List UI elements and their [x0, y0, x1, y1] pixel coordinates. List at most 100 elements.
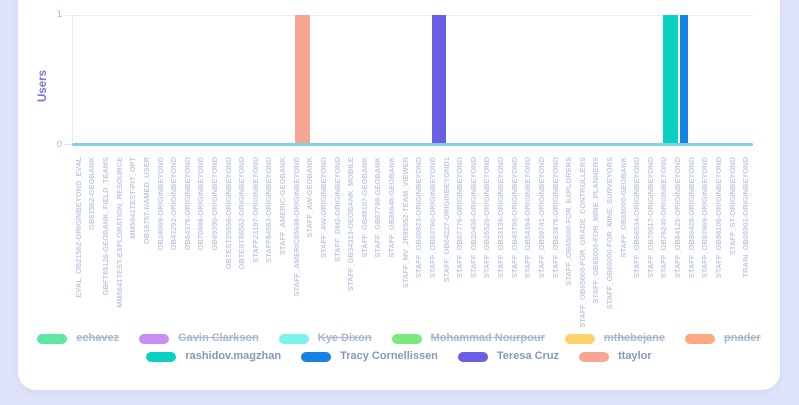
bar-rashidov-magzhan[interactable] — [663, 15, 678, 143]
legend-swatch — [391, 333, 422, 344]
legend-label: mthebejane — [603, 332, 666, 344]
legend-item-kye-dixon[interactable]: Kye Dixon — [278, 332, 372, 344]
x-axis-label: STAFF_OB65000-FOR_MINE_PLANNERS — [591, 151, 601, 323]
x-axis-label: STAFF_AMERIC85698-ORIGINBEYOND — [292, 151, 302, 323]
x-axis-label: GB61562-GEOBANK — [87, 151, 97, 323]
x-axis-label-text: OB64378-ORIGINBEYOND — [182, 157, 192, 251]
x-axis-label-text: GB61562-GEOBANK — [87, 157, 97, 230]
x-axis-label: TRAIN_OB05901-ORIGINBEYOND — [741, 151, 751, 323]
x-axis-label-text: STAFF_DM2-ORIGINBEYOND — [332, 157, 342, 262]
x-axis-label-text: STAFF_OB43790-ORIGINBEYOND — [509, 157, 519, 279]
x-axis-label: STAFF_AW-ORIGINBEYOND — [319, 151, 329, 323]
legend-swatch — [278, 333, 309, 344]
x-axis-label: OBTEST86552-ORIGINBEYOND — [237, 151, 247, 323]
bar-tracy-cornellissen[interactable] — [680, 15, 688, 143]
x-axis-label: STAFF_OB54394-ORIGINBEYOND — [523, 151, 533, 323]
y-axis-tick-mark — [64, 144, 72, 145]
chart-legend: echavez Gavin Clarkson Kye Dixon Mohammad N… — [18, 333, 780, 362]
y-tick-label-max: 1 — [56, 9, 62, 20]
x-axis-label-text: STAFF_OB84125-ORIGINBEYOND — [673, 157, 683, 279]
x-axis-label-text: STAFF_GB49107-GEOBANK — [359, 157, 369, 258]
legend-row: rashidov.magzhan Tracy Cornellissen Teresa… — [146, 351, 652, 362]
x-axis-label-text: STAFF_OB63878-ORIGINBEYOND — [550, 157, 560, 279]
x-axis-label-text: OB16757-NAMED_USER — [141, 157, 151, 245]
x-axis-label: EVAL_OB21562-ORIGINBEYOND_EVAL — [74, 151, 84, 323]
x-axis-label: OBTEST25556-ORIGINBEYOND — [224, 151, 234, 323]
x-axis-label-text: STAFF_OB89428-ORIGINBEYOND — [686, 157, 696, 279]
legend-row: echavez Gavin Clarkson Kye Dixon Mohammad N… — [37, 332, 761, 344]
x-axis-label-text: TRAIN_OB05901-ORIGINBEYOND — [741, 157, 751, 278]
legend-label: ttaylor — [618, 350, 652, 362]
legend-swatch — [564, 333, 595, 344]
x-axis-label: STAFF_OB93969-ORIGINBEYOND — [700, 151, 710, 323]
x-axis-label: OB16757-NAMED_USER — [142, 151, 152, 323]
x-axis-label-text: STAFF_OB70017-ORIGINBEYOND — [645, 157, 655, 279]
legend-item-pnader[interactable]: pnader — [685, 333, 761, 344]
legend-item-rashidov-magzhan[interactable]: rashidov.magzhan — [146, 351, 281, 362]
x-axis-label: STAFF_AW-GEOBANK — [305, 151, 315, 323]
x-axis-label-text: STAFF_OB65000-FOR_MINE_SURVEYORS — [604, 157, 614, 310]
x-axis-label: STAFF_GB86648-GEOBANK — [387, 151, 397, 323]
x-axis-label: STAFF_GB49107-GEOBANK — [360, 151, 370, 323]
x-axis-label-text: STAFF_OB00923-ORIGINBEYOND — [414, 157, 424, 279]
legend-item-mohammad-nourpour[interactable]: Mohammad Nourpour — [391, 332, 545, 344]
x-axis-label: STAFF_OB20436-ORIGINBEYOND — [469, 151, 479, 323]
legend-swatch — [146, 351, 177, 362]
x-axis-label-text: OB89390-ORIGINBEYOND — [210, 157, 219, 251]
x-axis-label-text: OB43292-ORIGINBEYOND — [169, 157, 179, 251]
x-axis-label-text: MM5641TEST-PIT_OPT — [128, 157, 138, 239]
legend-item-teresa-cruz[interactable]: Teresa Cruz — [457, 351, 559, 362]
x-axis-label-text: STAFF84563-ORIGINBEYOND — [264, 157, 274, 263]
legend-item-tracy-cornellissen[interactable]: Tracy Cornellissen — [301, 351, 438, 362]
y-axis-title-text: Users — [37, 70, 49, 102]
legend-item-ttaylor[interactable]: ttaylor — [579, 351, 652, 362]
x-axis-label: STAFF_OB04227-ORIGINBEYOND1 — [442, 151, 452, 323]
x-axis-label-text: STAFF_GB67799-GEOBANK — [373, 157, 383, 258]
x-axis-label-text: STAFF_OB98106-ORIGINBEYOND — [713, 157, 723, 279]
x-axis-label-text: STAFF_AW-ORIGINBEYOND — [318, 157, 328, 258]
bar-ttaylor[interactable] — [295, 15, 310, 143]
x-axis-label: STAFF_OB66534-ORIGINBEYOND — [632, 151, 642, 323]
x-axis-label-text: STAFF_OB59741-ORIGINBEYOND — [536, 157, 546, 279]
x-axis-label-text: STAFF_ST-ORIGINBEYOND — [727, 157, 737, 256]
bar-teresa-cruz[interactable] — [431, 15, 447, 143]
x-axis-label-text: STAFF_OB54394-ORIGINBEYOND — [523, 157, 533, 279]
x-axis-label: STAFF_OB84125-ORIGINBEYOND — [673, 151, 683, 323]
x-axis-label-text: STAFF_OB04227-ORIGINBEYOND1 — [441, 157, 451, 283]
x-axis-label: STAFF_AMERIC-GEOBANK — [278, 151, 288, 323]
x-axis-label-text: STAFF_AW-GEOBANK — [305, 157, 315, 238]
legend-swatch — [685, 333, 716, 344]
x-axis-label: STAFF_GB67799-GEOBANK — [373, 151, 383, 323]
x-axis-label: OB64378-ORIGINBEYOND — [183, 151, 193, 323]
x-axis-label-text: OBTEST86552-ORIGINBEYOND — [237, 157, 247, 270]
x-axis-label-text: STAFF23197-ORIGINBEYOND — [250, 157, 260, 263]
x-axis-label: STAFF_OB65000-GEOBANK — [619, 151, 629, 323]
x-axis-label: OB70686-ORIGINBEYOND — [196, 151, 206, 323]
legend-label: Mohammad Nourpour — [430, 332, 545, 344]
x-axis-label: STAFF_ST-ORIGINBEYOND — [728, 151, 738, 323]
legend-item-mthebejane[interactable]: mthebejane — [564, 332, 666, 344]
x-axis-label: STAFF_OB33139-ORIGINBEYOND — [496, 151, 506, 323]
legend-item-echavez[interactable]: echavez — [37, 333, 119, 344]
x-axis-label-text: OBTEST25556-ORIGINBEYOND — [223, 157, 233, 270]
gridline-top — [64, 15, 753, 16]
legend-label: Kye Dixon — [317, 332, 372, 344]
x-axis-label-text: STAFF_GB86648-GEOBANK — [387, 157, 397, 258]
x-axis-label: MM5641TEST-EXPLORATION_RESOURCE — [115, 151, 125, 323]
legend-label: pnader — [724, 332, 761, 344]
x-axis-label: STAFF_OB00923-ORIGINBEYOND — [414, 151, 424, 323]
x-axis-label-text: STAFF_OB26526-ORIGINBEYOND — [482, 157, 492, 279]
x-axis-line — [72, 143, 753, 146]
x-axis-label-text: GBFT88126-GEOBANK_FIELD_TEAMS — [101, 157, 111, 296]
x-axis-label: STAFF_DM2-ORIGINBEYOND — [333, 151, 343, 323]
x-axis-label-text: STAFF_GB34313-GEOBANK_MOBILE — [346, 157, 356, 292]
legend-swatch — [457, 351, 488, 362]
x-axis-label: STAFF_OB26526-ORIGINBEYOND — [482, 151, 492, 323]
legend-swatch — [37, 333, 68, 344]
x-axis-label-text: STAFF_AMERIC85698-ORIGINBEYOND — [291, 157, 301, 297]
x-axis-label: STAFF_OB65000-FOR_EXPLORERS — [564, 151, 574, 323]
legend-swatch — [579, 351, 610, 362]
x-axis-label-text: STAFF_OB65000-FOR_GRADE_CONTROLLERS — [577, 157, 587, 328]
legend-item-gavin-clarkson[interactable]: Gavin Clarkson — [139, 333, 259, 344]
